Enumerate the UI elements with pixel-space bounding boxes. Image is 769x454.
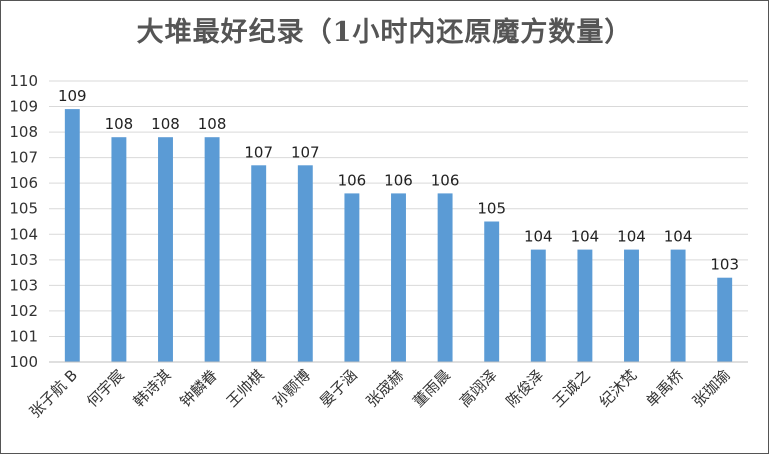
y-axis-ticks: 100 101 102 103 103 104 105 106 107 108 109 110 xyxy=(9,72,38,371)
category-label: 何宇宸 xyxy=(83,366,128,411)
data-label: 108 xyxy=(198,115,227,133)
category-label: 张子航 B xyxy=(26,366,81,421)
bar xyxy=(111,137,127,362)
data-label: 106 xyxy=(431,171,460,189)
data-label: 108 xyxy=(151,115,180,133)
y-tick-label: 105 xyxy=(9,200,38,218)
category-labels: 张子航 B 何宇宸 韩诗淇 钟麟眷 王帅棋 孙颢博 晏子涵 张宬赫 董雨晨 高翊泽 陈俊泽 王诚之 纪沐… xyxy=(26,366,734,421)
chart-title: 大堆最好纪录（1小时内还原魔方数量） xyxy=(136,17,633,48)
bar xyxy=(577,249,593,362)
data-label: 109 xyxy=(58,87,87,105)
category-label: 张珈瑜 xyxy=(689,366,734,411)
data-label: 108 xyxy=(105,115,134,133)
data-label: 107 xyxy=(291,143,320,161)
bar xyxy=(717,277,733,362)
category-label: 高翊泽 xyxy=(456,366,501,411)
category-label: 王帅棋 xyxy=(223,366,268,411)
bar xyxy=(204,137,220,362)
category-label: 单禹桥 xyxy=(642,366,687,411)
y-tick-label: 103 xyxy=(9,251,38,269)
data-label: 103 xyxy=(710,256,739,274)
bar xyxy=(251,165,267,362)
y-tick-label: 106 xyxy=(9,174,38,192)
y-tick-label: 110 xyxy=(9,72,38,90)
data-label: 106 xyxy=(338,171,367,189)
y-tick-label: 102 xyxy=(9,302,38,320)
bar xyxy=(484,221,500,362)
bars xyxy=(64,109,733,362)
y-tick-label: 107 xyxy=(9,149,38,167)
bar xyxy=(297,165,313,362)
bar xyxy=(530,249,546,362)
category-label: 董雨晨 xyxy=(409,366,454,411)
category-label: 张宬赫 xyxy=(363,366,408,411)
y-tick-label: 108 xyxy=(9,123,38,141)
category-label: 孙颢博 xyxy=(270,366,315,411)
y-tick-label: 101 xyxy=(9,327,38,345)
bar xyxy=(670,249,686,362)
bar xyxy=(437,193,453,362)
data-label: 105 xyxy=(477,200,506,218)
data-labels: 109 108 108 108 107 107 106 106 106 105 104 104 104 1… xyxy=(58,87,739,274)
y-tick-label: 103 xyxy=(9,276,38,294)
bar xyxy=(391,193,406,362)
category-label: 钟麟眷 xyxy=(176,366,221,411)
data-label: 104 xyxy=(617,228,646,246)
y-tick-label: 100 xyxy=(9,353,38,371)
y-tick-label: 104 xyxy=(9,225,38,243)
bar xyxy=(158,137,173,362)
data-label: 106 xyxy=(384,171,413,189)
category-label: 韩诗淇 xyxy=(130,366,175,411)
category-label: 陈俊泽 xyxy=(503,366,548,411)
y-tick-label: 109 xyxy=(9,98,38,116)
category-label: 王诚之 xyxy=(549,366,594,411)
bar xyxy=(624,249,639,362)
data-label: 104 xyxy=(664,228,693,246)
category-label: 晏子涵 xyxy=(316,366,361,411)
data-label: 107 xyxy=(244,143,273,161)
bar xyxy=(64,109,80,362)
category-label: 纪沐梵 xyxy=(596,366,641,411)
bar xyxy=(344,193,360,362)
data-label: 104 xyxy=(571,228,600,246)
data-label: 104 xyxy=(524,228,553,246)
